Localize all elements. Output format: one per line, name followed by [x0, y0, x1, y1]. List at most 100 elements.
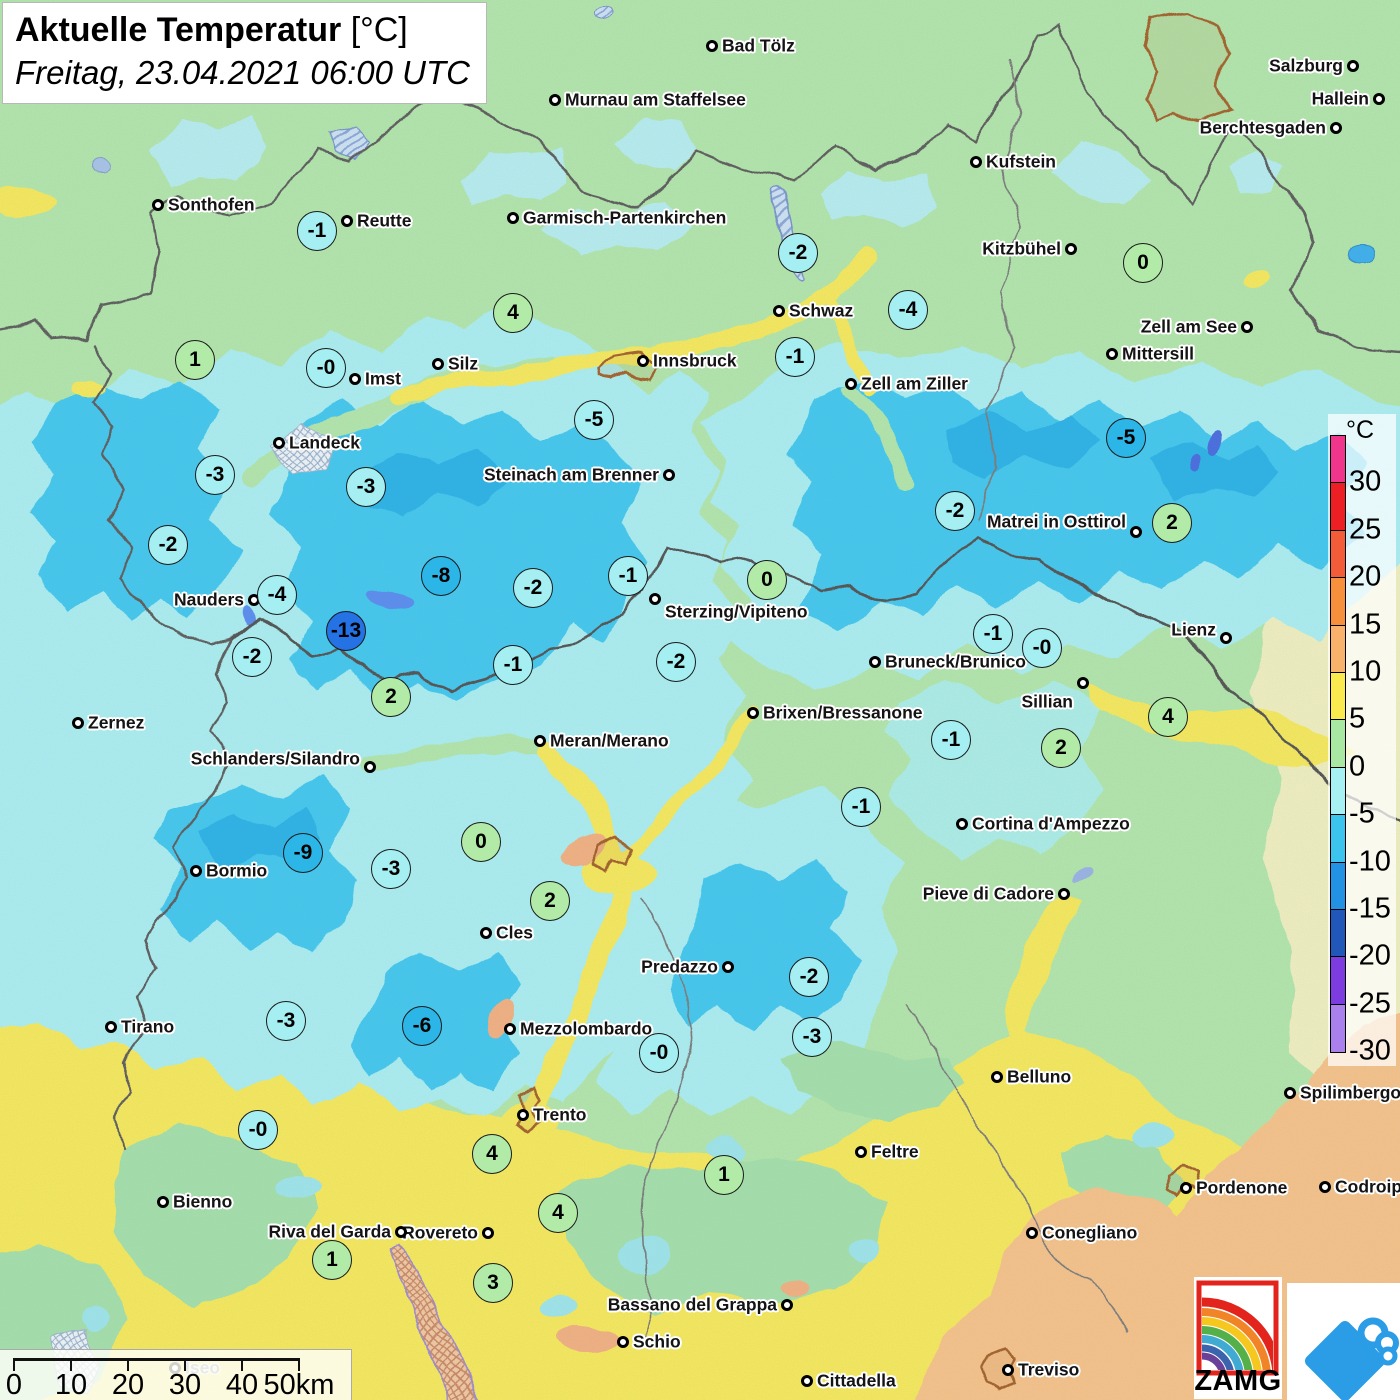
city-label-mezzolombardo: Mezzolombardo — [520, 1018, 653, 1039]
temp-station-1061-748: 2 — [1041, 728, 1081, 768]
city-label-zell-am-see: Zell am See — [1140, 316, 1237, 337]
city-label-bienno: Bienno — [173, 1191, 233, 1212]
scale-tick-30 — [183, 1358, 187, 1371]
city-label-meran-merano: Meran/Merano — [550, 730, 669, 751]
legend-swatch-0 — [1330, 719, 1346, 769]
temp-station-513-665: -1 — [493, 645, 533, 685]
legend-tick--15: -15 — [1349, 892, 1391, 925]
city-marker-kitzb-hel — [1065, 243, 1077, 255]
city-label-berchtesgaden: Berchtesgaden — [1199, 117, 1326, 138]
city-marker-cles — [480, 927, 492, 939]
city-label-schwaz: Schwaz — [789, 300, 854, 321]
city-label-sterzing-vipiteno: Sterzing/Vipiteno — [665, 601, 808, 622]
city-marker-cortina-d-ampezzo — [956, 818, 968, 830]
legend-tick--20: -20 — [1349, 939, 1391, 972]
title-box: Aktuelle Temperatur [°C] Freitag, 23.04.… — [2, 2, 487, 104]
city-marker-landeck — [273, 437, 285, 449]
legend-tick-0: 0 — [1349, 750, 1366, 783]
scale-tick-50km — [297, 1358, 301, 1371]
city-marker-predazzo — [722, 961, 734, 973]
temp-station-493-1283: 3 — [473, 1263, 513, 1303]
city-label-brixen-bressanone: Brixen/Bressanone — [763, 702, 923, 723]
temp-station-659-1053: -0 — [639, 1033, 679, 1073]
city-label-sillian: Sillian — [1021, 691, 1073, 712]
city-label-pieve-di-cadore: Pieve di Cadore — [922, 883, 1054, 904]
city-label-bassano-del-grappa: Bassano del Grappa — [607, 1294, 777, 1315]
legend-swatch--20 — [1330, 909, 1346, 958]
temp-station-812-1037: -3 — [792, 1017, 832, 1057]
temp-station-767-580: 0 — [747, 560, 787, 600]
legend-swatch-25 — [1330, 482, 1346, 532]
temp-station-391-697: 2 — [371, 677, 411, 717]
city-marker-feltre — [855, 1146, 867, 1158]
temp-station-676-662: -2 — [656, 642, 696, 682]
city-label-belluno: Belluno — [1007, 1066, 1072, 1087]
city-marker-bad-t-lz — [706, 40, 718, 52]
city-label-murnau-am-staffelsee: Murnau am Staffelsee — [565, 89, 746, 110]
legend-swatch-15 — [1330, 577, 1346, 627]
city-marker-meran-merano — [534, 735, 546, 747]
city-marker-schwaz — [773, 305, 785, 317]
city-marker-mezzolombardo — [504, 1023, 516, 1035]
city-marker-treviso — [1002, 1364, 1014, 1376]
temp-station-594-420: -5 — [574, 400, 614, 440]
city-marker-conegliano — [1026, 1227, 1038, 1239]
temp-station-258-1130: -0 — [238, 1110, 278, 1150]
scale-tick-20 — [126, 1358, 130, 1371]
scale-label-20: 20 — [111, 1369, 145, 1400]
scale-label-10: 10 — [54, 1369, 88, 1400]
temp-station-628-576: -1 — [608, 556, 648, 596]
city-label-reutte: Reutte — [357, 210, 412, 231]
city-marker-pieve-di-cadore — [1058, 888, 1070, 900]
temp-station-303-853: -9 — [283, 833, 323, 873]
city-label-bormio: Bormio — [206, 860, 268, 881]
city-marker-salzburg — [1347, 60, 1359, 72]
city-marker-schio — [617, 1336, 629, 1348]
city-marker-hallein — [1373, 93, 1385, 105]
scale-bar-line — [14, 1358, 300, 1361]
city-marker-sillian — [1077, 677, 1089, 689]
city-label-tirano: Tirano — [121, 1016, 175, 1037]
temp-station-993-634: -1 — [973, 614, 1013, 654]
zamg-wordmark: ZAMG — [1194, 1365, 1282, 1397]
city-label-salzburg: Salzburg — [1269, 55, 1343, 76]
city-label-schlanders-silandro: Schlanders/Silandro — [190, 748, 360, 769]
title-unit: [°C] — [341, 11, 408, 49]
temp-station-441-576: -8 — [421, 556, 461, 596]
legend-swatch-30 — [1330, 435, 1346, 484]
temp-station-252-657: -2 — [232, 637, 272, 677]
scale-bar: 0 10 20 30 40 50km — [0, 1349, 352, 1400]
temp-station-215-475: -3 — [195, 455, 235, 495]
temp-station-809-977: -2 — [789, 957, 829, 997]
city-marker-matrei-in-osttirol — [1130, 526, 1142, 538]
legend-tick-25: 25 — [1349, 513, 1382, 546]
legend-swatch--30 — [1330, 1003, 1346, 1053]
temp-station-1143-263: 0 — [1123, 243, 1163, 283]
city-label-codroipo: Codroipo — [1335, 1176, 1400, 1197]
zamg-logo: ZAMG — [1194, 1277, 1282, 1399]
partner-logo — [1287, 1283, 1400, 1400]
temp-station-550-901: 2 — [530, 881, 570, 921]
city-label-cittadella: Cittadella — [817, 1370, 896, 1391]
city-label-bruneck-brunico: Bruneck/Brunico — [885, 651, 1026, 672]
legend-swatch--25 — [1330, 956, 1346, 1006]
legend-tick--10: -10 — [1349, 845, 1391, 878]
city-marker-imst — [349, 373, 361, 385]
city-marker-zell-am-see — [1241, 321, 1253, 333]
city-label-feltre: Feltre — [871, 1141, 919, 1162]
temp-station-513-313: 4 — [493, 293, 533, 333]
page-title: Aktuelle Temperatur [°C] — [15, 9, 470, 52]
city-marker-riva-del-garda — [395, 1226, 407, 1238]
temp-station-798-253: -2 — [778, 233, 818, 273]
legend-tick--5: -5 — [1349, 797, 1375, 830]
legend-swatch--10 — [1330, 814, 1346, 864]
scale-tick-0 — [12, 1358, 16, 1371]
city-label-steinach-am-brenner: Steinach am Brenner — [483, 464, 659, 485]
temp-station-481-842: 0 — [461, 822, 501, 862]
legend-tick-5: 5 — [1349, 702, 1366, 735]
city-label-hallein: Hallein — [1311, 88, 1369, 109]
city-label-spilimbergo: Spilimbergo — [1300, 1082, 1400, 1103]
city-marker-steinach-am-brenner — [663, 469, 675, 481]
temp-station-724-1175: 1 — [704, 1155, 744, 1195]
